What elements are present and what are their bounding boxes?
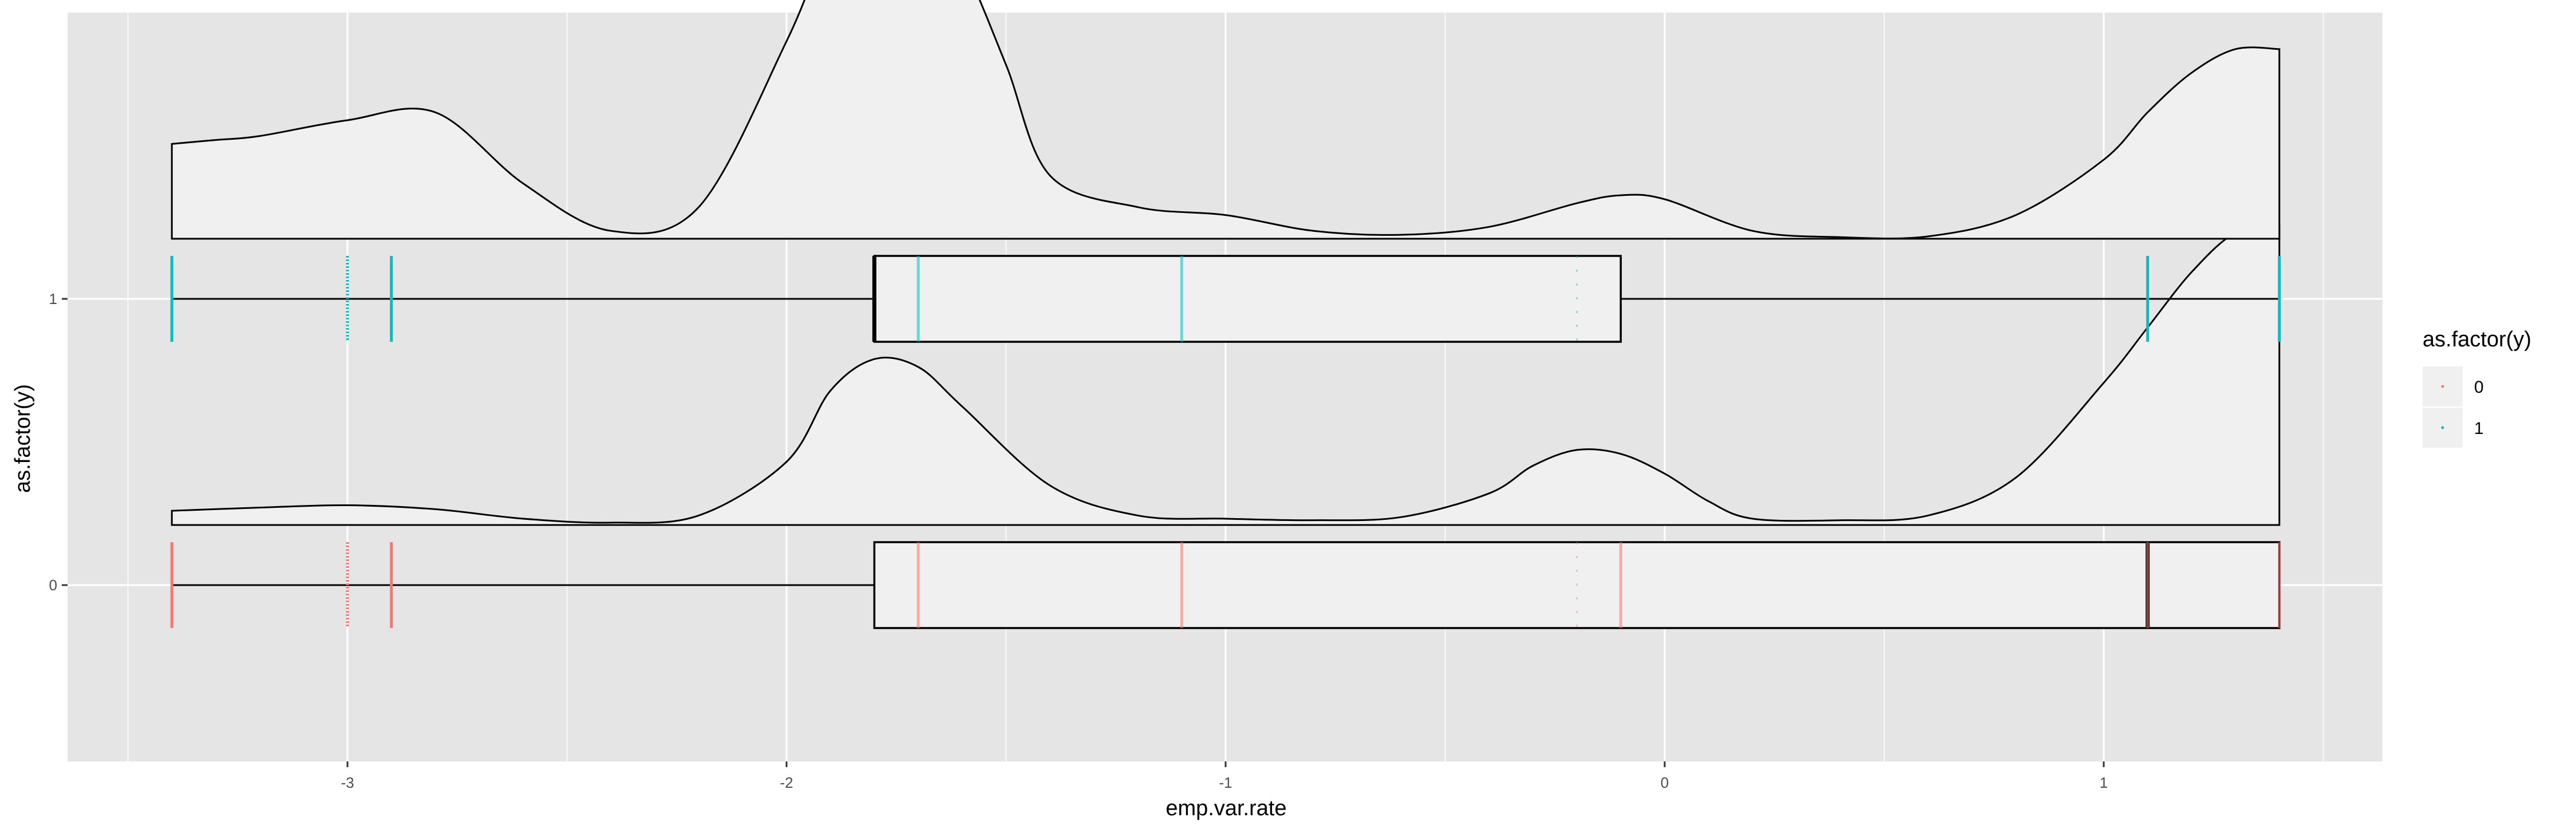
x-tick-label: -1 xyxy=(1219,774,1232,791)
legend-key-point-0 xyxy=(2441,385,2444,388)
density-layer xyxy=(171,0,2281,526)
legend-key-point-1 xyxy=(2441,426,2444,429)
x-tick-label: 1 xyxy=(2100,774,2108,791)
x-tick-label: -2 xyxy=(780,774,793,791)
y-tick-label: 1 xyxy=(49,290,57,307)
legend-label-1: 1 xyxy=(2474,419,2484,438)
density-curve-0 xyxy=(171,223,2281,526)
density-curve-1 xyxy=(171,0,2281,240)
x-axis-title: emp.var.rate xyxy=(1165,796,1286,820)
x-tick-label: 0 xyxy=(1661,774,1669,791)
jitter-points-layer xyxy=(170,256,2281,628)
y-tick-label: 0 xyxy=(49,577,57,594)
legend-title: as.factor(y) xyxy=(2423,327,2531,352)
y-axis-title: as.factor(y) xyxy=(11,384,35,493)
legend: as.factor(y) 0 1 xyxy=(2423,327,2531,448)
legend-label-0: 0 xyxy=(2474,378,2484,397)
box-1 xyxy=(873,255,1622,343)
x-tick-label: -3 xyxy=(341,774,354,791)
axes: -3 -2 -1 0 1 0 1 xyxy=(49,290,2108,791)
